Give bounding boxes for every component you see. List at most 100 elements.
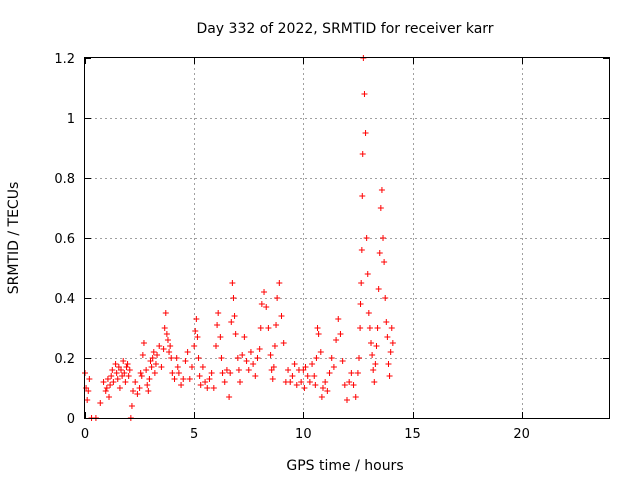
x-tick-label: 10	[295, 427, 312, 442]
data-point	[291, 361, 298, 367]
data-point	[204, 385, 211, 391]
x-tick-label: 0	[81, 427, 89, 442]
data-point	[218, 355, 225, 361]
data-point	[148, 364, 155, 370]
data-point	[381, 259, 388, 265]
data-point	[328, 355, 335, 361]
y-tick-labels: 0 0.2 0.4 0.6 0.8 1 1.2	[54, 52, 75, 427]
data-point	[239, 352, 246, 358]
data-point	[356, 355, 363, 361]
data-point	[377, 205, 384, 211]
x-tick-label: 5	[190, 427, 198, 442]
data-point	[128, 403, 135, 409]
data-point	[285, 367, 292, 373]
data-point	[287, 379, 294, 385]
data-point	[114, 376, 121, 382]
data-point	[169, 370, 176, 376]
data-points	[82, 55, 396, 421]
data-point	[130, 388, 137, 394]
data-point	[365, 310, 372, 316]
data-point	[178, 382, 185, 388]
data-point	[208, 370, 215, 376]
data-point	[228, 319, 235, 325]
data-point	[318, 394, 325, 400]
data-point	[145, 388, 152, 394]
data-point	[364, 271, 371, 277]
data-point	[315, 331, 322, 337]
data-point	[103, 385, 110, 391]
data-point	[330, 364, 337, 370]
data-point	[241, 334, 248, 340]
data-point	[245, 367, 252, 373]
data-point	[389, 340, 396, 346]
data-point	[301, 385, 308, 391]
data-point	[384, 334, 391, 340]
data-point	[358, 280, 365, 286]
data-point	[199, 364, 206, 370]
data-point	[109, 367, 116, 373]
data-point	[256, 346, 263, 352]
x-tick-label: 20	[513, 427, 530, 442]
data-point	[132, 379, 139, 385]
data-point	[368, 340, 375, 346]
data-point	[313, 355, 320, 361]
data-point	[319, 385, 326, 391]
data-point	[124, 361, 131, 367]
data-point	[100, 379, 107, 385]
data-point	[186, 376, 193, 382]
data-point	[237, 379, 244, 385]
data-point	[273, 322, 280, 328]
data-point	[258, 301, 265, 307]
data-point	[339, 358, 346, 364]
data-point	[215, 310, 222, 316]
data-point	[138, 373, 145, 379]
data-point	[223, 367, 230, 373]
data-point	[378, 187, 385, 193]
data-point	[84, 397, 91, 403]
data-point	[309, 361, 316, 367]
data-point	[261, 289, 268, 295]
data-point	[371, 379, 378, 385]
data-point	[226, 394, 233, 400]
data-point	[106, 394, 113, 400]
data-point	[188, 364, 195, 370]
data-point	[341, 382, 348, 388]
data-point	[193, 316, 200, 322]
data-point	[265, 325, 272, 331]
data-point	[168, 355, 175, 361]
data-point	[151, 370, 158, 376]
data-point	[387, 349, 394, 355]
data-point	[230, 295, 237, 301]
data-point	[219, 370, 226, 376]
data-point	[108, 373, 115, 379]
data-point	[386, 373, 393, 379]
data-point	[302, 364, 309, 370]
plot-frame	[84, 57, 610, 419]
data-point	[348, 370, 355, 376]
data-point	[116, 385, 123, 391]
data-point	[231, 313, 238, 319]
data-point	[175, 370, 182, 376]
data-point	[374, 325, 381, 331]
data-point	[274, 295, 281, 301]
data-point	[229, 280, 236, 286]
data-point	[267, 352, 274, 358]
data-point	[250, 361, 257, 367]
data-point	[359, 193, 366, 199]
data-point	[163, 331, 170, 337]
data-point	[344, 397, 350, 403]
y-tick-label: 0.4	[54, 292, 75, 307]
data-point	[144, 382, 151, 388]
data-point	[235, 367, 242, 373]
data-point	[146, 376, 153, 382]
data-point	[118, 367, 125, 373]
data-point	[314, 325, 321, 331]
x-axis-title: GPS time / hours	[286, 458, 403, 474]
data-point	[270, 364, 277, 370]
data-point	[263, 304, 270, 310]
y-tick-label: 0.8	[54, 172, 75, 187]
data-point	[232, 331, 239, 337]
data-point	[380, 235, 387, 241]
data-point	[139, 352, 146, 358]
data-point	[322, 379, 329, 385]
